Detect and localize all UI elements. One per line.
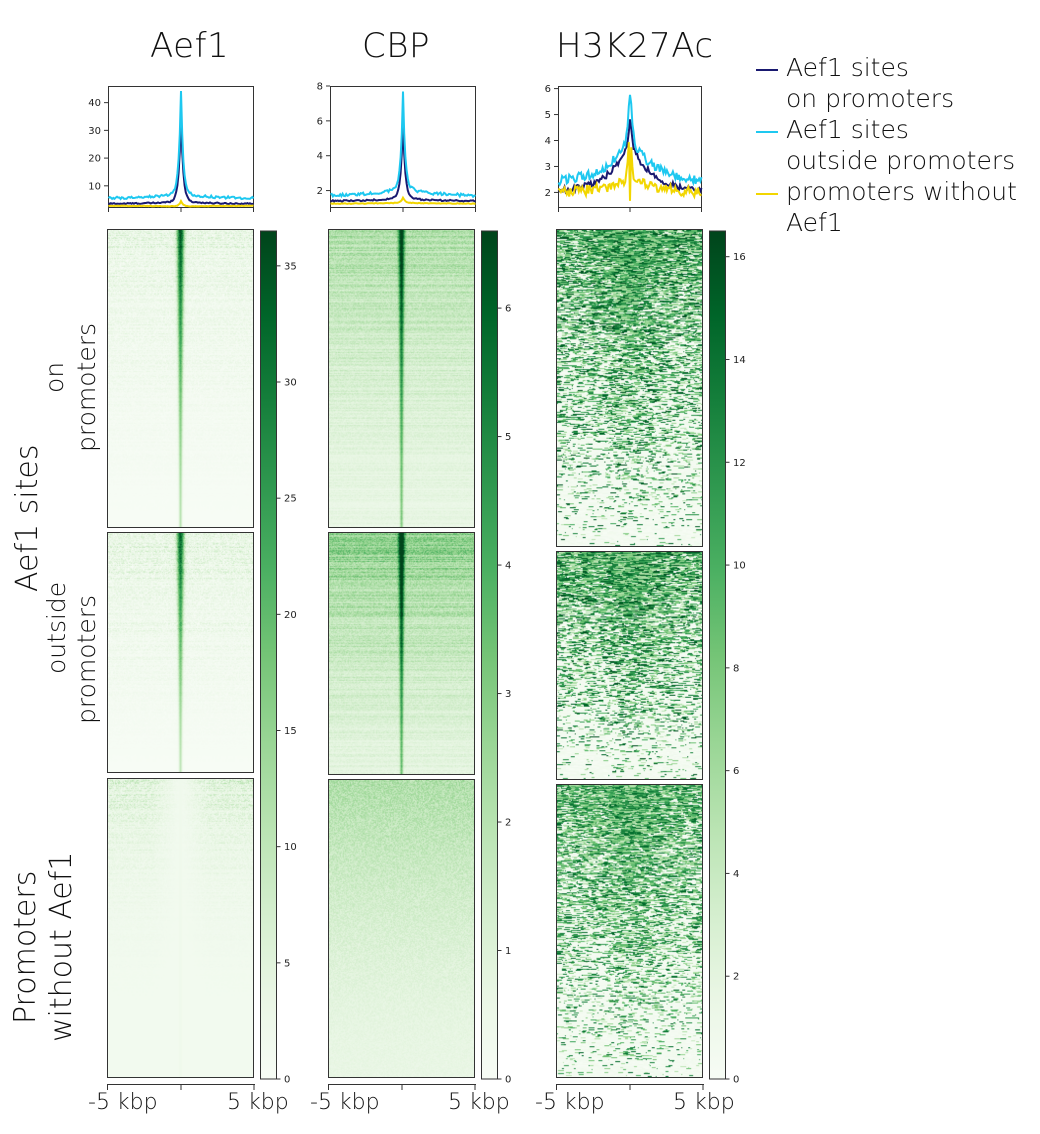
colorbar-tick-label: 25 <box>284 494 297 505</box>
y-tick-label: 10 <box>88 181 101 192</box>
y-tick-label: 6 <box>545 84 551 95</box>
colorbar-gradient <box>709 230 726 1080</box>
y-tick-label: 4 <box>545 136 551 147</box>
colorbar-tick-label: 2 <box>733 972 739 983</box>
colorbar-tick-label: 6 <box>505 304 511 315</box>
y-tick-label: 5 <box>545 110 551 121</box>
x-tick-label-right-aef1: 5 kbp <box>227 1090 289 1115</box>
colorbar-gradient <box>481 230 498 1080</box>
heatmap-h3k27ac-on-promoters <box>556 229 703 547</box>
colorbar-tick-label: 4 <box>505 561 511 572</box>
legend-label: promoters without <box>786 177 1017 206</box>
y-tick-label: 20 <box>88 154 101 165</box>
profile-frame <box>558 86 702 208</box>
colorbar-tick-label: 8 <box>733 663 739 674</box>
legend: Aef1 sites on promoters Aef1 sites outsi… <box>752 52 1017 238</box>
legend-label: on promoters <box>786 84 955 113</box>
colorbar-tick-label: 3 <box>505 689 511 700</box>
heatmap-aef1-promoters-without <box>107 778 254 1078</box>
heatmap-aef1-on-promoters <box>107 229 254 528</box>
colorbar-tick-label: 16 <box>733 252 746 263</box>
y-tick-label: 30 <box>88 126 101 137</box>
heatmap-aef1-outside-promoters <box>107 532 254 773</box>
legend-label: Aef1 sites <box>786 53 909 82</box>
colorbar-tick-label: 20 <box>284 610 297 621</box>
column-title-cbp: CBP <box>362 26 431 66</box>
profile-line-outside-promoters <box>107 90 255 201</box>
column-title-h3k27ac: H3K27Ac <box>556 26 714 66</box>
profile-line-on-promoters <box>107 113 254 206</box>
legend-swatch-navy <box>756 69 778 71</box>
row-label-on-promoters-line2: promoters <box>72 322 101 452</box>
colorbar-h3k27ac: 0 2 4 6 8 10 12 14 16 <box>709 229 759 1088</box>
colorbar-tick-label: 4 <box>733 869 739 880</box>
row-label-promoters-without-line1: Promoters <box>8 870 43 1024</box>
y-tick-label: 4 <box>317 151 323 162</box>
heatmap-h3k27ac-outside-promoters <box>556 551 703 780</box>
legend-label: outside promoters <box>786 146 1016 175</box>
x-tick-label-right-cbp: 5 kbp <box>448 1090 510 1115</box>
legend-item-promoters-without: promoters without Aef1 <box>752 176 1017 238</box>
colorbar-tick-label: 1 <box>505 946 511 957</box>
colorbar-tick-label: 5 <box>284 958 290 969</box>
legend-label: Aef1 <box>786 208 843 237</box>
colorbar-tick-label: 30 <box>284 378 297 389</box>
x-tick-label-right-h3k27ac: 5 kbp <box>673 1090 735 1115</box>
heatmap-h3k27ac-promoters-without <box>556 784 703 1078</box>
profile-frame <box>108 86 254 208</box>
profile-line-outside-promoters <box>330 91 476 199</box>
x-axis-cbp <box>328 1077 476 1096</box>
profile-line-promoters-without <box>557 142 702 201</box>
legend-swatch-cyan <box>756 131 778 133</box>
x-tick-label-left-h3k27ac: -5 kbp <box>535 1090 605 1115</box>
colorbar-tick-label: 14 <box>733 355 746 366</box>
column-title-aef1: Aef1 <box>150 26 230 66</box>
colorbar-tick-label: 15 <box>284 726 297 737</box>
colorbar-tick-label: 10 <box>733 561 746 572</box>
heatmap-cbp-promoters-without <box>328 779 475 1078</box>
colorbar-aef1: 0 5 10 15 20 25 30 35 <box>260 229 310 1088</box>
colorbar-tick-label: 0 <box>505 1075 511 1085</box>
colorbar-tick-label: 10 <box>284 842 297 853</box>
row-group-label-aef1-sites: Aef1 sites <box>10 444 45 592</box>
y-tick-label: 8 <box>317 82 323 93</box>
row-label-outside-promoters-line2: promoters <box>72 594 101 724</box>
profile-plot-h3k27ac: 2 3 4 5 6 <box>545 84 703 212</box>
legend-label: Aef1 sites <box>786 115 909 144</box>
y-tick-label: 40 <box>88 98 101 109</box>
profile-plot-cbp: 2 4 6 8 <box>317 82 476 212</box>
x-axis-aef1 <box>107 1077 255 1096</box>
row-label-promoters-without-line2: without Aef1 <box>44 851 79 1042</box>
legend-item-on-promoters: Aef1 sites on promoters <box>752 52 1017 114</box>
colorbar-tick-label: 0 <box>733 1075 739 1085</box>
profile-line-promoters-without <box>108 198 254 208</box>
x-tick-label-left-aef1: -5 kbp <box>88 1090 158 1115</box>
y-tick-label: 2 <box>545 188 551 199</box>
legend-swatch-yellow <box>756 193 778 195</box>
x-axis-h3k27ac <box>556 1077 704 1096</box>
profile-line-promoters-without <box>330 195 476 205</box>
profile-line-on-promoters <box>330 120 476 203</box>
y-tick-label: 3 <box>545 162 551 173</box>
y-tick-label: 2 <box>317 186 323 197</box>
colorbar-gradient <box>260 230 277 1080</box>
legend-item-outside-promoters: Aef1 sites outside promoters <box>752 114 1017 176</box>
profile-plot-aef1: 10 20 30 40 <box>88 86 255 212</box>
profile-frame <box>330 86 476 208</box>
colorbar-tick-label: 0 <box>284 1075 290 1085</box>
colorbar-tick-label: 5 <box>505 432 511 443</box>
x-tick-label-left-cbp: -5 kbp <box>310 1090 380 1115</box>
colorbar-tick-label: 35 <box>284 261 297 272</box>
colorbar-cbp: 0 1 2 3 4 5 6 <box>481 229 531 1088</box>
colorbar-tick-label: 12 <box>733 458 746 469</box>
colorbar-tick-label: 2 <box>505 818 511 829</box>
profile-line-outside-promoters <box>557 94 703 187</box>
row-label-outside-promoters-line1: outside <box>42 581 71 674</box>
colorbar-tick-label: 6 <box>733 766 739 777</box>
y-tick-label: 6 <box>317 116 323 127</box>
heatmap-cbp-on-promoters <box>328 229 475 528</box>
row-label-on-promoters-line1: on <box>40 361 69 393</box>
heatmap-cbp-outside-promoters <box>328 532 475 775</box>
